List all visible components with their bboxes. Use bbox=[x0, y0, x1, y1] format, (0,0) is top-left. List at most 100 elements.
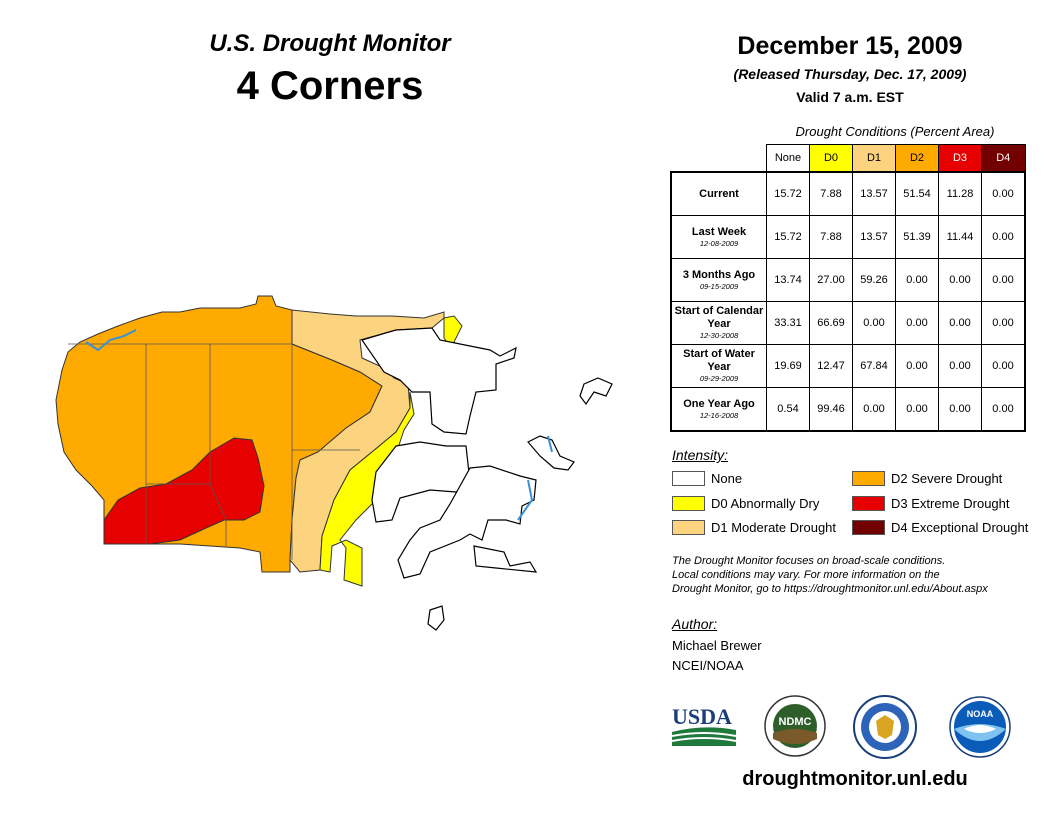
ndmc-logo-text: NDMC bbox=[779, 716, 812, 728]
valid-time: Valid 7 a.m. EST bbox=[796, 89, 904, 105]
table-row: Start of Water Year 09-29-2009 19.69 12.4… bbox=[670, 344, 1026, 388]
note-line: The Drought Monitor focuses on broad-sca… bbox=[672, 555, 946, 567]
table-cell: 0.00 bbox=[938, 301, 982, 345]
table-cell: 51.39 bbox=[895, 215, 939, 259]
legend-item-d1: D1 Moderate Drought bbox=[672, 520, 836, 535]
row-label: Start of Water Year 09-29-2009 bbox=[670, 344, 767, 388]
legend-swatch bbox=[852, 496, 885, 511]
legend-label: D0 Abnormally Dry bbox=[711, 496, 820, 511]
table-cell: 0.00 bbox=[895, 301, 939, 345]
region-title: 4 Corners bbox=[236, 64, 424, 108]
note-line: Local conditions may vary. For more info… bbox=[672, 569, 940, 581]
table-cell: 0.00 bbox=[938, 258, 982, 302]
table-cell: 13.57 bbox=[852, 215, 896, 259]
table-corner bbox=[671, 145, 767, 173]
table-cell: 0.00 bbox=[981, 301, 1026, 345]
legend-label: D1 Moderate Drought bbox=[711, 520, 837, 535]
author-heading: Author: bbox=[672, 616, 718, 632]
legend-label: D3 Extreme Drought bbox=[891, 496, 1010, 511]
table-cell: 15.72 bbox=[766, 215, 810, 259]
table-cell: 0.54 bbox=[766, 387, 810, 432]
legend-swatch bbox=[672, 471, 705, 486]
info-note: The Drought Monitor focuses on broad-sca… bbox=[672, 554, 1052, 596]
table-cell: 0.00 bbox=[895, 387, 939, 432]
legend-label: D4 Exceptional Drought bbox=[891, 520, 1029, 535]
table-cell: 0.00 bbox=[981, 258, 1026, 302]
table-cell: 19.69 bbox=[766, 344, 810, 388]
table-cell: 11.44 bbox=[938, 215, 982, 259]
table-row: One Year Ago 12-16-2008 0.54 99.46 0.00 0… bbox=[670, 387, 1026, 432]
water-features bbox=[85, 329, 553, 521]
table-cell: 0.00 bbox=[981, 387, 1026, 432]
usda-logo: USDA bbox=[671, 704, 737, 746]
table-cell: 0.00 bbox=[938, 387, 982, 432]
table-cell: 0.00 bbox=[895, 344, 939, 388]
col-header-none: None bbox=[766, 144, 810, 173]
table-cell: 27.00 bbox=[809, 258, 853, 302]
col-header-d4: D4 bbox=[981, 144, 1026, 173]
table-cell: 59.26 bbox=[852, 258, 896, 302]
table-cell: 67.84 bbox=[852, 344, 896, 388]
website-link[interactable]: droughtmonitor.unl.edu bbox=[742, 768, 968, 790]
table-cell: 51.54 bbox=[895, 171, 939, 216]
table-cell: 7.88 bbox=[809, 171, 853, 216]
table-cell: 11.28 bbox=[938, 171, 982, 216]
col-header-d0: D0 bbox=[809, 144, 853, 173]
usda-logo-text: USDA bbox=[672, 704, 732, 729]
table-cell: 12.47 bbox=[809, 344, 853, 388]
col-header-d1: D1 bbox=[852, 144, 896, 173]
table-row: Last Week 12-08-2009 15.72 7.88 13.57 51.… bbox=[670, 215, 1026, 259]
table-cell: 0.00 bbox=[938, 344, 982, 388]
row-label: Current bbox=[670, 171, 767, 216]
legend-swatch bbox=[672, 520, 705, 535]
ndmc-logo: NDMC bbox=[764, 695, 826, 757]
legend-item-d4: D4 Exceptional Drought bbox=[852, 520, 1028, 535]
table-cell: 13.74 bbox=[766, 258, 810, 302]
col-header-d3: D3 bbox=[938, 144, 982, 173]
noaa-logo-text: NOAA bbox=[967, 709, 994, 719]
legend-item-d3: D3 Extreme Drought bbox=[852, 496, 1010, 511]
table-cell: 0.00 bbox=[852, 301, 896, 345]
author-name: Michael Brewer bbox=[672, 638, 762, 653]
row-label: Start of Calendar Year 12-30-2008 bbox=[670, 301, 767, 345]
table-cell: 0.00 bbox=[852, 387, 896, 432]
drought-map bbox=[55, 295, 613, 631]
table-cell: 13.57 bbox=[852, 171, 896, 216]
legend-swatch bbox=[672, 496, 705, 511]
table-row: Start of Calendar Year 12-30-2008 33.31 6… bbox=[670, 301, 1026, 345]
note-line: Drought Monitor, go to https://droughtmo… bbox=[672, 583, 988, 595]
legend-heading: Intensity: bbox=[672, 447, 729, 463]
table-cell: 99.46 bbox=[809, 387, 853, 432]
legend-item-d0: D0 Abnormally Dry bbox=[672, 496, 819, 511]
drought-stats-table: None D0 D1 D2 D3 D4 Current 15.72 7.88 1… bbox=[670, 144, 1026, 432]
legend-label: None bbox=[711, 471, 743, 486]
commerce-seal bbox=[853, 695, 917, 759]
author-org: NCEI/NOAA bbox=[672, 658, 744, 673]
table-cell: 15.72 bbox=[766, 171, 810, 216]
table-cell: 0.00 bbox=[981, 215, 1026, 259]
table-cell: 66.69 bbox=[809, 301, 853, 345]
legend-swatch bbox=[852, 471, 885, 486]
legend-item-none: None bbox=[672, 471, 742, 486]
map-date: December 15, 2009 bbox=[737, 32, 963, 60]
row-label: 3 Months Ago 09-15-2009 bbox=[670, 258, 767, 302]
table-cell: 33.31 bbox=[766, 301, 810, 345]
table-cell: 7.88 bbox=[809, 215, 853, 259]
noaa-logo: NOAA bbox=[949, 696, 1011, 758]
col-header-d2: D2 bbox=[895, 144, 939, 173]
table-cell: 0.00 bbox=[981, 171, 1026, 216]
row-label: One Year Ago 12-16-2008 bbox=[670, 387, 767, 432]
row-label: Last Week 12-08-2009 bbox=[670, 215, 767, 259]
table-header-row: None D0 D1 D2 D3 D4 bbox=[671, 144, 1026, 173]
legend-item-d2: D2 Severe Drought bbox=[852, 471, 1002, 486]
legend-swatch bbox=[852, 520, 885, 535]
none-regions bbox=[361, 327, 613, 631]
table-caption: Drought Conditions (Percent Area) bbox=[795, 124, 995, 139]
map-title: U.S. Drought Monitor bbox=[209, 30, 451, 57]
table-cell: 0.00 bbox=[981, 344, 1026, 388]
table-row: Current 15.72 7.88 13.57 51.54 11.28 0.0… bbox=[670, 171, 1026, 216]
table-cell: 0.00 bbox=[895, 258, 939, 302]
table-row: 3 Months Ago 09-15-2009 13.74 27.00 59.26… bbox=[670, 258, 1026, 302]
legend-label: D2 Severe Drought bbox=[891, 471, 1003, 486]
release-date: (Released Thursday, Dec. 17, 2009) bbox=[733, 66, 967, 82]
